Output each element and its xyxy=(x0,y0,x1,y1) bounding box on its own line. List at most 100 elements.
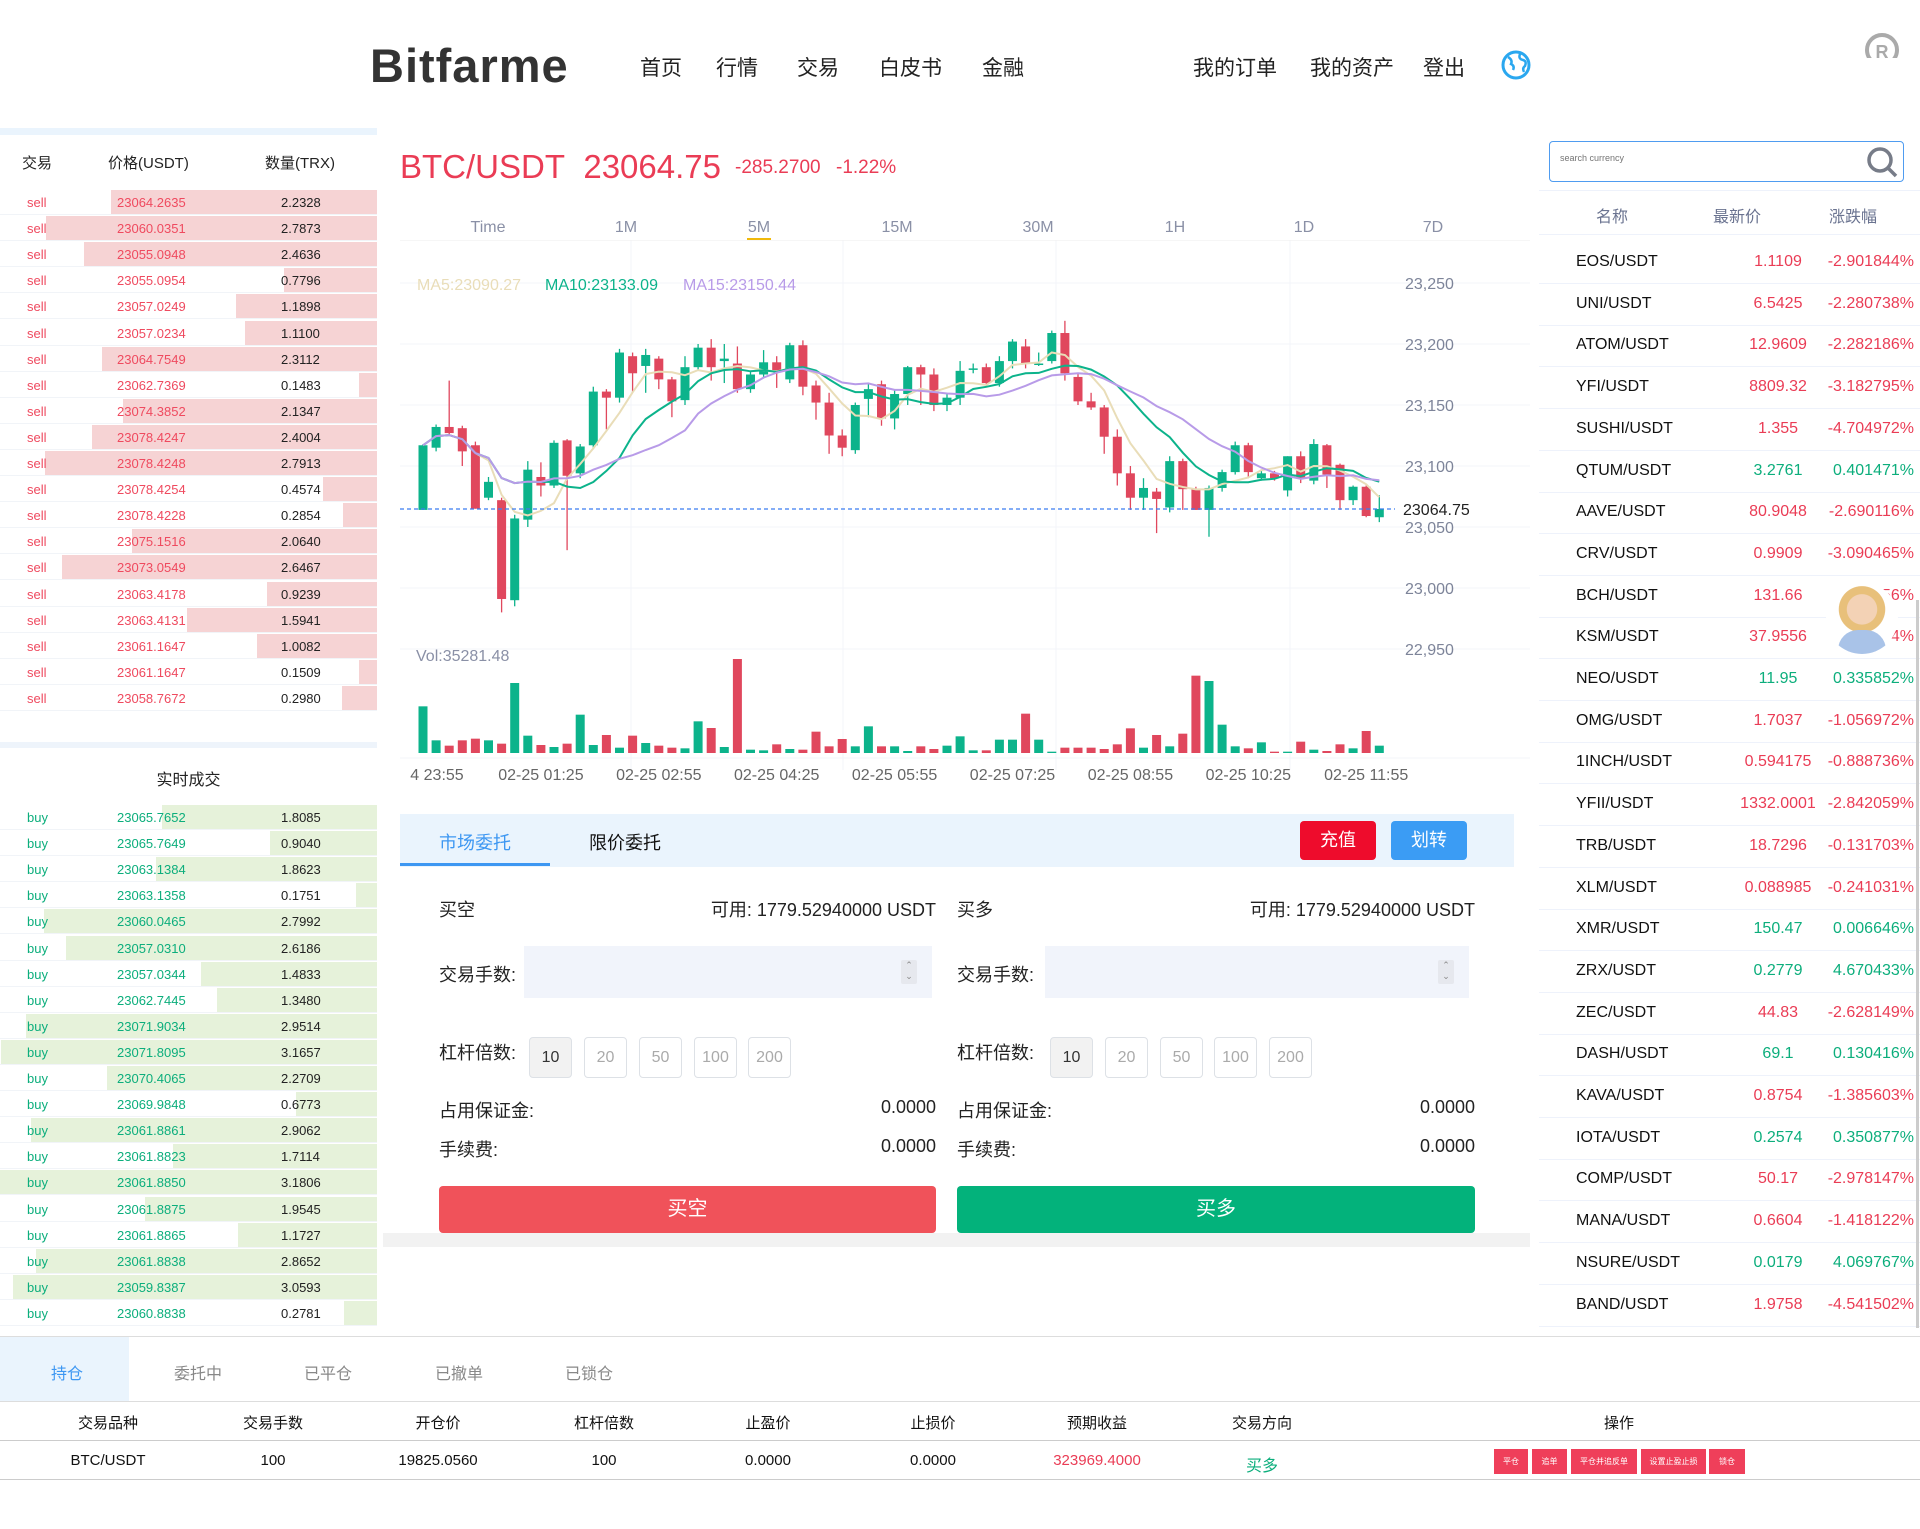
buy-order-row[interactable]: buy 23062.7445 1.3480 xyxy=(0,987,377,1013)
market-row[interactable]: MANA/USDT 0.6604 -1.418122% xyxy=(1539,1201,1920,1244)
short-qty-input[interactable] xyxy=(524,946,932,998)
buy-order-row[interactable]: buy 23059.8387 3.0593 xyxy=(0,1274,377,1300)
buy-order-row[interactable]: buy 23065.7649 0.9040 xyxy=(0,831,377,857)
interval-5m[interactable]: 5M xyxy=(747,219,771,236)
short-leverage-20[interactable]: 20 xyxy=(584,1037,627,1078)
market-row[interactable]: COMP/USDT 50.17 -2.978147% xyxy=(1539,1159,1920,1202)
buy-order-row[interactable]: buy 23065.7652 1.8085 xyxy=(0,805,377,830)
short-leverage-200[interactable]: 200 xyxy=(748,1037,791,1078)
sell-order-row[interactable]: sell 23064.7549 2.3112 xyxy=(0,346,377,372)
buy-order-row[interactable]: buy 23061.8823 1.7114 xyxy=(0,1144,377,1170)
sell-order-row[interactable]: sell 23063.4131 1.5941 xyxy=(0,607,377,633)
market-row[interactable]: KAVA/USDT 0.8754 -1.385603% xyxy=(1539,1076,1920,1118)
sell-order-row[interactable]: sell 23061.1647 0.1509 xyxy=(0,659,377,685)
buy-order-row[interactable]: buy 23061.8850 3.1806 xyxy=(0,1170,377,1196)
market-row[interactable]: CRV/USDT 0.9909 -3.090465% xyxy=(1539,534,1920,576)
logo[interactable]: Bitfarme xyxy=(370,39,569,92)
market-row[interactable]: ATOM/USDT 12.9609 -2.282186% xyxy=(1539,325,1920,368)
close-position-button[interactable]: 平仓 xyxy=(1494,1449,1528,1474)
interval-1d[interactable]: 1D xyxy=(1293,219,1315,236)
market-row[interactable]: BAND/USDT 1.9758 -4.541502% xyxy=(1539,1285,1920,1327)
interval-15m[interactable]: 15M xyxy=(881,219,913,236)
nav-home[interactable]: 首页 xyxy=(640,57,682,80)
buy-order-row[interactable]: buy 23063.1358 0.1751 xyxy=(0,883,377,909)
nav-market[interactable]: 行情 xyxy=(716,57,758,80)
close-and-reverse-button[interactable]: 平仓并追反单 xyxy=(1571,1449,1637,1474)
interval-time[interactable]: Time xyxy=(470,219,506,236)
interval-1h[interactable]: 1H xyxy=(1164,219,1186,236)
tab-positions[interactable]: 持仓 xyxy=(50,1366,84,1383)
market-row[interactable]: ZRX/USDT 0.2779 4.670433% xyxy=(1539,951,1920,993)
nav-my-orders[interactable]: 我的订单 xyxy=(1193,57,1277,80)
buy-order-row[interactable]: buy 23060.8838 0.2781 xyxy=(0,1300,377,1326)
long-leverage-100[interactable]: 100 xyxy=(1214,1037,1257,1078)
candlestick-chart[interactable]: 23,250 23,200 23,150 23,100 23,050 23,000 22,9… xyxy=(400,240,1530,800)
buy-order-row[interactable]: buy 23057.0344 1.4833 xyxy=(0,961,377,987)
short-qty-stepper[interactable]: ⌃ ⌄ xyxy=(901,960,917,984)
sell-order-row[interactable]: sell 23074.3852 2.1347 xyxy=(0,398,377,424)
globe-language-icon[interactable] xyxy=(1500,49,1532,81)
sell-order-row[interactable]: sell 23063.4178 0.9239 xyxy=(0,581,377,607)
market-list-scrollbar[interactable] xyxy=(1916,600,1919,1328)
short-leverage-50[interactable]: 50 xyxy=(639,1037,682,1078)
sell-order-row[interactable]: sell 23055.0954 0.7796 xyxy=(0,268,377,294)
buy-order-row[interactable]: buy 23061.8865 1.1727 xyxy=(0,1222,377,1248)
nav-finance[interactable]: 金融 xyxy=(982,57,1024,80)
market-row[interactable]: ZEC/USDT 44.83 -2.628149% xyxy=(1539,993,1920,1035)
sell-order-row[interactable]: sell 23078.4228 0.2854 xyxy=(0,503,377,529)
search-box[interactable] xyxy=(1549,141,1904,182)
long-qty-stepper[interactable]: ⌃ ⌄ xyxy=(1438,960,1454,984)
sell-order-row[interactable]: sell 23064.2635 2.2328 xyxy=(0,190,377,215)
set-tp-sl-button[interactable]: 设置止盈止损 xyxy=(1641,1449,1706,1474)
nav-trade[interactable]: 交易 xyxy=(797,57,839,80)
market-row[interactable]: XMR/USDT 150.47 0.006646% xyxy=(1539,909,1920,952)
sell-order-row[interactable]: sell 23058.7672 0.2980 xyxy=(0,685,377,711)
tab-cancelled[interactable]: 已撤单 xyxy=(434,1366,484,1383)
market-row[interactable]: YFII/USDT 1332.0001 -2.842059% xyxy=(1539,784,1920,827)
sell-order-row[interactable]: sell 23057.0234 1.1100 xyxy=(0,320,377,346)
nav-whitepaper[interactable]: 白皮书 xyxy=(879,57,942,80)
sell-order-row[interactable]: sell 23060.0351 2.7873 xyxy=(0,216,377,242)
sell-order-row[interactable]: sell 23062.7369 0.1483 xyxy=(0,372,377,398)
tab-market-order[interactable]: 市场委托 xyxy=(439,833,511,853)
lock-position-button[interactable]: 锁仓 xyxy=(1709,1449,1745,1474)
market-row[interactable]: SUSHI/USDT 1.355 -4.704972% xyxy=(1539,409,1920,451)
customer-service-avatar[interactable] xyxy=(1826,582,1898,654)
buy-order-row[interactable]: buy 23071.9034 2.9514 xyxy=(0,1013,377,1039)
market-row[interactable]: DASH/USDT 69.1 0.130416% xyxy=(1539,1034,1920,1077)
buy-order-row[interactable]: buy 23060.0465 2.7992 xyxy=(0,909,377,935)
long-leverage-10[interactable]: 10 xyxy=(1050,1037,1093,1078)
buy-order-row[interactable]: buy 23061.8838 2.8652 xyxy=(0,1248,377,1274)
market-row[interactable]: NEO/USDT 11.95 0.335852% xyxy=(1539,659,1920,701)
sell-order-row[interactable]: sell 23061.1647 1.0082 xyxy=(0,633,377,659)
tab-locked[interactable]: 已锁仓 xyxy=(564,1366,614,1383)
sell-order-row[interactable]: sell 23078.4254 0.4574 xyxy=(0,477,377,503)
buy-order-row[interactable]: buy 23070.4065 2.2709 xyxy=(0,1066,377,1091)
short-leverage-100[interactable]: 100 xyxy=(694,1037,737,1078)
sell-order-row[interactable]: sell 23057.0249 1.1898 xyxy=(0,294,377,320)
long-qty-input[interactable] xyxy=(1045,946,1469,998)
short-leverage-10[interactable]: 10 xyxy=(529,1037,572,1078)
market-row[interactable]: EOS/USDT 1.1109 -2.901844% xyxy=(1539,242,1920,284)
sell-order-row[interactable]: sell 23073.0549 2.6467 xyxy=(0,555,377,581)
sell-order-row[interactable]: sell 23078.4247 2.4004 xyxy=(0,424,377,450)
deposit-button[interactable]: 充值 xyxy=(1300,821,1376,860)
buy-order-row[interactable]: buy 23057.0310 2.6186 xyxy=(0,935,377,961)
add-order-button[interactable]: 追单 xyxy=(1532,1449,1567,1474)
market-row[interactable]: QTUM/USDT 3.2761 0.401471% xyxy=(1539,451,1920,493)
buy-order-row[interactable]: buy 23071.8095 3.1657 xyxy=(0,1039,377,1065)
tab-closed[interactable]: 已平仓 xyxy=(303,1366,353,1383)
tab-pending[interactable]: 委托中 xyxy=(173,1366,223,1383)
nav-my-assets[interactable]: 我的资产 xyxy=(1310,57,1394,80)
long-leverage-200[interactable]: 200 xyxy=(1269,1037,1312,1078)
market-row[interactable]: XLM/USDT 0.088985 -0.241031% xyxy=(1539,868,1920,910)
buy-order-row[interactable]: buy 23061.8875 1.9545 xyxy=(0,1196,377,1222)
interval-30m[interactable]: 30M xyxy=(1022,219,1054,236)
market-row[interactable]: OMG/USDT 1.7037 -1.056972% xyxy=(1539,701,1920,743)
market-row[interactable]: AAVE/USDT 80.9048 -2.690116% xyxy=(1539,492,1920,535)
market-row[interactable]: IOTA/USDT 0.2574 0.350877% xyxy=(1539,1118,1920,1160)
market-row[interactable]: YFI/USDT 8809.32 -3.182795% xyxy=(1539,367,1920,410)
tab-limit-order[interactable]: 限价委托 xyxy=(589,833,661,853)
interval-7d[interactable]: 7D xyxy=(1422,219,1444,236)
transfer-button[interactable]: 划转 xyxy=(1391,821,1467,860)
